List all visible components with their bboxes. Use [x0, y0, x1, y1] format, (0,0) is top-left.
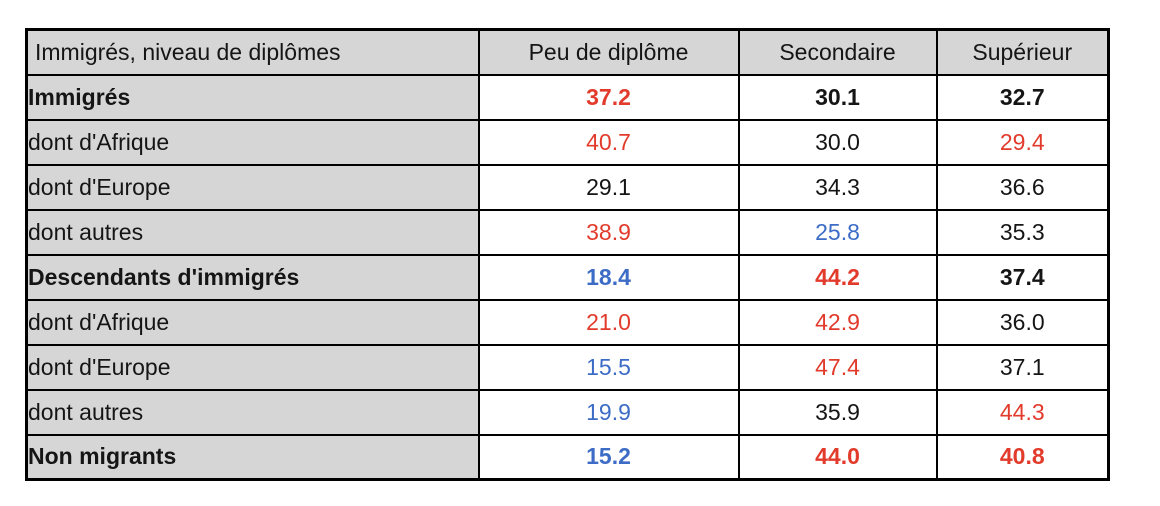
value-cell: 15.5	[477, 343, 740, 391]
value-cell: 44.0	[737, 433, 938, 481]
value-cell: 47.4	[737, 343, 938, 391]
table-row: Descendants d'immigrés 18.4 44.2 37.4	[25, 253, 1110, 301]
value-cell: 38.9	[477, 208, 740, 256]
table-header-row: Immigrés, niveau de diplômes Peu de dipl…	[25, 28, 1110, 76]
value-cell: 35.9	[737, 388, 938, 436]
corner-header-label: Immigrés, niveau de diplômes	[25, 28, 480, 76]
row-label: Non migrants	[25, 433, 480, 481]
row-label: dont d'Europe	[25, 163, 480, 211]
value-cell: 42.9	[737, 298, 938, 346]
row-label: Immigrés	[25, 73, 480, 121]
education-level-table: Immigrés, niveau de diplômes Peu de dipl…	[25, 28, 1110, 481]
value-cell: 36.6	[935, 163, 1110, 211]
value-cell: 40.8	[935, 433, 1110, 481]
column-header: Secondaire	[737, 28, 938, 76]
row-label: dont d'Europe	[25, 343, 480, 391]
value-cell: 37.4	[935, 253, 1110, 301]
table-row: dont d'Europe 29.1 34.3 36.6	[25, 163, 1110, 211]
education-table-container: Immigrés, niveau de diplômes Peu de dipl…	[25, 28, 1110, 481]
value-cell: 15.2	[477, 433, 740, 481]
row-label: dont autres	[25, 388, 480, 436]
value-cell: 25.8	[737, 208, 938, 256]
column-header: Supérieur	[935, 28, 1110, 76]
table-row: Non migrants 15.2 44.0 40.8	[25, 433, 1110, 481]
value-cell: 29.4	[935, 118, 1110, 166]
value-cell: 29.1	[477, 163, 740, 211]
value-cell: 18.4	[477, 253, 740, 301]
table-row: dont autres 38.9 25.8 35.3	[25, 208, 1110, 256]
row-label: Descendants d'immigrés	[25, 253, 480, 301]
table-row: dont autres 19.9 35.9 44.3	[25, 388, 1110, 436]
row-label: dont d'Afrique	[25, 298, 480, 346]
value-cell: 35.3	[935, 208, 1110, 256]
row-label: dont autres	[25, 208, 480, 256]
value-cell: 44.2	[737, 253, 938, 301]
value-cell: 30.0	[737, 118, 938, 166]
value-cell: 19.9	[477, 388, 740, 436]
table-row: dont d'Europe 15.5 47.4 37.1	[25, 343, 1110, 391]
value-cell: 37.2	[477, 73, 740, 121]
column-header: Peu de diplôme	[477, 28, 740, 76]
value-cell: 21.0	[477, 298, 740, 346]
value-cell: 30.1	[737, 73, 938, 121]
value-cell: 36.0	[935, 298, 1110, 346]
table-row: Immigrés 37.2 30.1 32.7	[25, 73, 1110, 121]
table-row: dont d'Afrique 40.7 30.0 29.4	[25, 118, 1110, 166]
value-cell: 44.3	[935, 388, 1110, 436]
value-cell: 37.1	[935, 343, 1110, 391]
row-label: dont d'Afrique	[25, 118, 480, 166]
value-cell: 32.7	[935, 73, 1110, 121]
value-cell: 40.7	[477, 118, 740, 166]
table-row: dont d'Afrique 21.0 42.9 36.0	[25, 298, 1110, 346]
value-cell: 34.3	[737, 163, 938, 211]
